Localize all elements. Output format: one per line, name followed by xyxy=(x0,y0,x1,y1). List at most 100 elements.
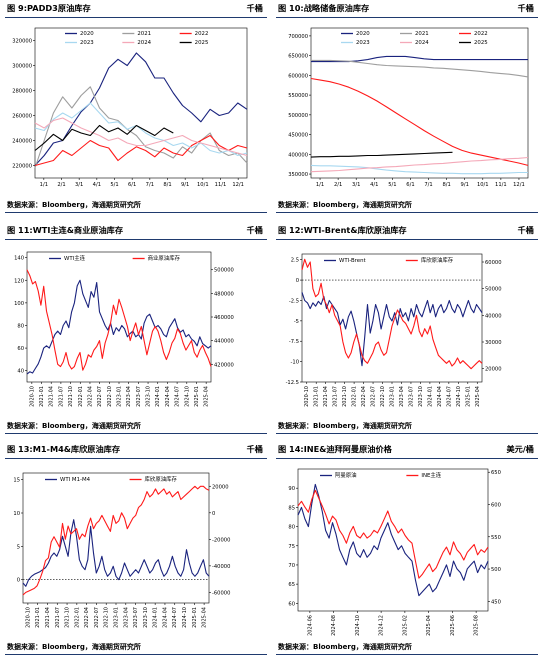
chart-panel-c14: 图 14:INE&迪拜阿曼原油价格 美元/桶 60 65 70 75 80 85 90 450… xyxy=(276,442,538,656)
x-tick-label: 2022-07 xyxy=(371,386,377,407)
x-tick-label: 5/1 xyxy=(388,182,396,188)
y-tick-label: 320000 xyxy=(12,39,32,45)
chart-unit: 千桶 xyxy=(517,3,534,13)
y-tick-label: 15 xyxy=(13,478,20,484)
x-tick-label: 2025-06 xyxy=(450,615,456,636)
y2-tick-label: 450 xyxy=(491,599,501,605)
x-tick-label: 2023-04 xyxy=(126,386,132,407)
x-tick-label: 2024-04 xyxy=(437,386,443,407)
y-tick-label: 100 xyxy=(14,301,24,307)
x-tick-label: 2025-01 xyxy=(194,386,200,407)
legend-label: 2021 xyxy=(137,31,151,37)
y2-tick-label: 460000 xyxy=(214,315,234,321)
chart-header: 图 13:M1-M4&库欣原油库存 千桶 xyxy=(5,442,267,459)
x-tick-label: 2024-07 xyxy=(172,607,178,628)
legend-label: 库欣原油库存 xyxy=(145,475,178,483)
y-tick-label: 90 xyxy=(288,486,295,492)
x-tick-label: 2022-04 xyxy=(84,607,90,628)
x-tick-label: 2021-07 xyxy=(55,607,61,628)
x-tick-label: 2025-04 xyxy=(202,607,208,628)
legend-label: INE主连 xyxy=(421,471,441,479)
chart-unit: 千桶 xyxy=(246,3,263,13)
series-line xyxy=(301,292,483,367)
x-tick-label: 2025-04 xyxy=(475,386,481,407)
plot-frame xyxy=(22,472,210,604)
y-tick-label: 10 xyxy=(13,511,20,517)
chart-header: 图 9:PADD3原油库存 千桶 xyxy=(5,1,267,18)
x-tick-label: 2024-06 xyxy=(307,615,313,636)
x-tick-label: 2023-07 xyxy=(408,386,414,407)
chart-svg: 2.5 0 -2.5 -5 -7.5 -10 -12.5 20000 30000 40000 500… xyxy=(286,253,502,407)
x-tick-label: 2024-10 xyxy=(456,386,462,407)
x-tick-label: 2024-04 xyxy=(165,386,171,407)
x-tick-label: 2022-01 xyxy=(352,386,358,407)
y2-tick-label: 600 xyxy=(491,503,501,509)
source-text: 数据来源：Bloomberg，海通期货研究所 xyxy=(7,201,141,209)
x-tick-label: 2023-04 xyxy=(399,386,405,407)
x-tick-label: 11/1 xyxy=(495,182,507,188)
y2-tick-label: 500 xyxy=(491,567,501,573)
y-tick-label: 120 xyxy=(14,278,24,284)
legend-label: 2024 xyxy=(415,40,429,46)
chart-unit: 千桶 xyxy=(517,225,534,235)
y-tick-label: -7.5 xyxy=(289,339,299,345)
x-tick-label: 3/1 xyxy=(75,182,83,188)
x-tick-label: 2024-07 xyxy=(446,386,452,407)
chart-panel-c12: 图 12:WTI-Brent&库欣原油库存 千桶 2.5 0 -2.5 -5 -7.5 -… xyxy=(276,223,538,434)
series-line xyxy=(311,59,529,78)
x-tick-label: 2023-10 xyxy=(143,607,149,628)
x-tick-label: 2022-01 xyxy=(74,607,80,628)
x-tick-label: 2024-01 xyxy=(427,386,433,407)
legend-label: 2023 xyxy=(356,40,370,46)
series-line xyxy=(34,86,248,169)
x-tick-label: 2023-04 xyxy=(123,607,129,628)
y-tick-label: 0 xyxy=(296,278,299,284)
legend-label: WTI M1-M4 xyxy=(60,477,91,483)
y-tick-label: 700000 xyxy=(288,34,308,40)
y-tick-label: 2.5 xyxy=(291,258,299,264)
x-tick-label: 2025-04 xyxy=(426,615,432,636)
x-tick-label: 2022-04 xyxy=(361,386,367,407)
x-tick-label: 6/1 xyxy=(406,182,414,188)
y2-tick-label: 20000 xyxy=(485,367,502,373)
chart-svg: 40 60 80 100 120 140 420000 440000 460000 480000 5… xyxy=(14,251,234,407)
series-line xyxy=(34,124,174,151)
x-tick-label: 2020-10 xyxy=(29,386,35,407)
x-tick-label: 2021-07 xyxy=(333,386,339,407)
series-line xyxy=(34,52,248,166)
y-tick-label: 65 xyxy=(288,582,295,588)
x-tick-label: 2024-01 xyxy=(153,607,159,628)
x-tick-label: 3/1 xyxy=(352,182,360,188)
x-tick-label: 2025-01 xyxy=(465,386,471,407)
series-line xyxy=(297,483,489,597)
x-tick-label: 7/1 xyxy=(146,182,154,188)
x-tick-label: 8/1 xyxy=(442,182,450,188)
y-tick-label: 400000 xyxy=(288,152,308,158)
x-tick-label: 2021-01 xyxy=(314,386,320,407)
x-tick-label: 2022-10 xyxy=(380,386,386,407)
y-tick-label: 80 xyxy=(17,323,24,329)
x-tick-label: 8/1 xyxy=(163,182,171,188)
source-text: 数据来源：Bloomberg，海通期货研究所 xyxy=(278,643,412,651)
chart-source: 数据来源：Bloomberg，海通期货研究所 xyxy=(5,199,267,213)
y-tick-label: 650000 xyxy=(288,54,308,60)
chart-unit: 千桶 xyxy=(246,225,263,235)
x-tick-label: 2024-12 xyxy=(379,615,385,636)
series-line xyxy=(310,164,528,175)
x-tick-label: 2023-01 xyxy=(390,386,396,407)
chart-title: 图 11:WTI主连&商业原油库存 xyxy=(7,225,124,235)
x-tick-label: 1/1 xyxy=(40,182,48,188)
y-tick-label: 75 xyxy=(288,544,295,550)
x-tick-label: 2024-01 xyxy=(155,386,161,407)
chart-title: 图 9:PADD3原油库存 xyxy=(7,3,91,13)
x-tick-label: 2021-04 xyxy=(323,386,329,407)
x-tick-label: 2025-04 xyxy=(204,386,210,407)
y2-tick-label: 500000 xyxy=(214,268,234,274)
source-text: 数据来源：Bloomberg，海通期货研究所 xyxy=(278,422,412,430)
y2-tick-label: 20000 xyxy=(212,484,229,490)
x-tick-label: 2022-07 xyxy=(97,386,103,407)
x-tick-label: 1/1 xyxy=(316,182,324,188)
legend-label: 2021 xyxy=(415,31,429,37)
y-tick-label: 5 xyxy=(17,544,20,550)
y-tick-label: 85 xyxy=(288,505,295,511)
